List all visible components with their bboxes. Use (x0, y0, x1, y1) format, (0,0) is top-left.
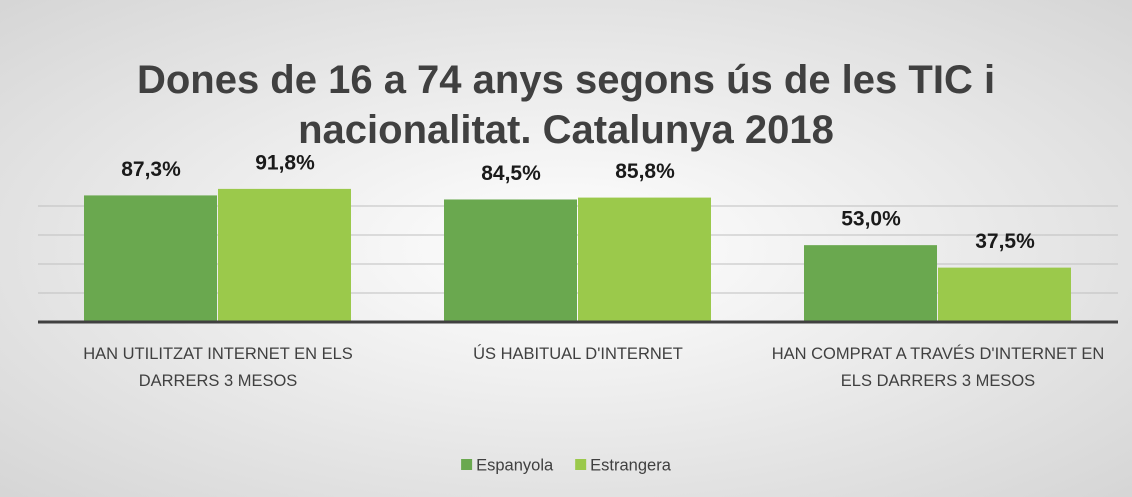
bar (84, 195, 217, 322)
data-label: 37,5% (975, 230, 1035, 253)
chart-title: Dones de 16 a 74 anys segons ús de les T… (137, 58, 995, 152)
bar (444, 199, 577, 322)
data-label: 84,5% (481, 162, 541, 185)
data-label: 87,3% (121, 158, 181, 181)
x-tick-label: HAN COMPRAT A TRAVÉS D'INTERNET EN ELS DA… (772, 344, 1105, 390)
x-tick-label: HAN UTILITZAT INTERNET EN ELS DARRERS 3 M… (83, 345, 353, 390)
legend-swatch (461, 459, 473, 470)
bar (938, 267, 1071, 322)
bar (218, 188, 351, 322)
legend-label: Estrangera (590, 456, 672, 474)
x-tick-label: ÚS HABITUAL D'INTERNET (473, 344, 683, 363)
legend-swatch (575, 459, 587, 470)
bar (578, 197, 711, 322)
bar (804, 245, 937, 322)
data-label: 85,8% (615, 160, 675, 183)
legend: Espanyola Estrangera (461, 456, 672, 474)
data-label: 53,0% (841, 208, 901, 231)
data-label: 91,8% (255, 151, 315, 174)
legend-label: Espanyola (476, 456, 554, 474)
